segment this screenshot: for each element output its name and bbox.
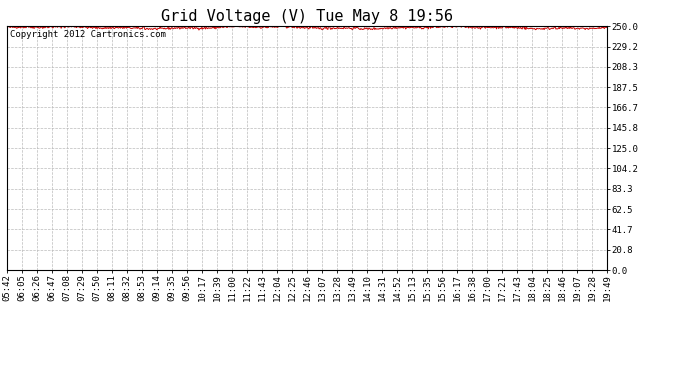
Title: Grid Voltage (V) Tue May 8 19:56: Grid Voltage (V) Tue May 8 19:56 bbox=[161, 9, 453, 24]
Text: Copyright 2012 Cartronics.com: Copyright 2012 Cartronics.com bbox=[10, 30, 166, 39]
